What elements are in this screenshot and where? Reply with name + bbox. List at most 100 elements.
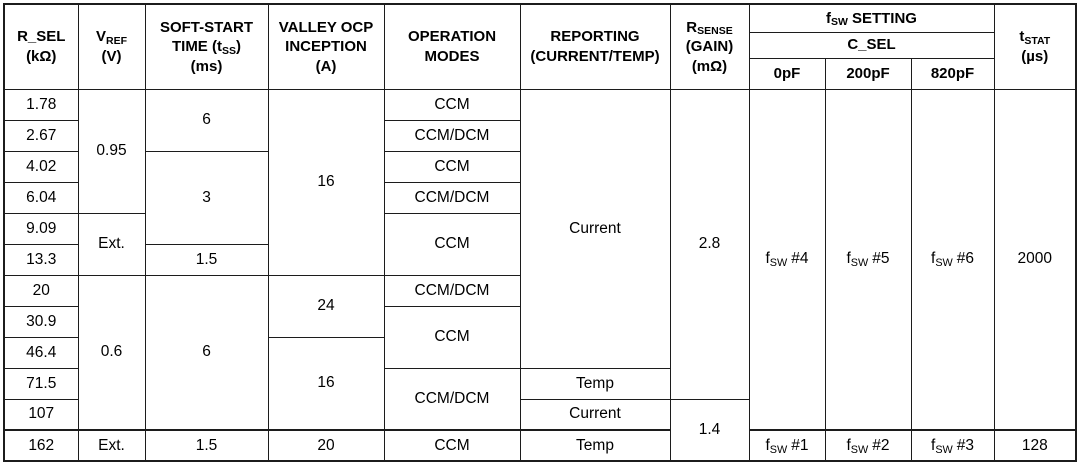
symbol-subscript: SW xyxy=(769,257,788,270)
col-header-t-stat: tSTAT (µs) xyxy=(993,3,1077,90)
cell-op-mode: CCM/DCM xyxy=(383,181,521,214)
col-header-cap-0pf: 0pF xyxy=(748,57,826,90)
table-row: 9.09 Ext. CCM xyxy=(3,212,1076,276)
cell-soft-start: 1.5 xyxy=(144,243,269,276)
symbol-base: f xyxy=(765,250,770,268)
cell-v-ref: 0.95 xyxy=(77,88,146,214)
cell-op-mode: CCM xyxy=(383,150,521,183)
col-header-fsw-setting: fSW SETTING xyxy=(748,3,995,33)
cell-r-sense: 2.8 xyxy=(669,88,750,400)
symbol-base: R xyxy=(686,18,698,36)
symbol-subscript: REF xyxy=(106,35,127,48)
col-header-reporting: REPORTING (CURRENT/TEMP) xyxy=(519,3,671,90)
symbol-subscript: SW xyxy=(935,443,953,456)
header-line: tSTAT xyxy=(997,27,1074,47)
cell-op-mode: CCM xyxy=(383,212,521,276)
cell-fsw-200pf: fSW #2 xyxy=(824,429,912,462)
cell-op-mode: CCM xyxy=(383,429,521,462)
cell-r-sel: 2.67 xyxy=(3,119,79,152)
symbol-subscript: SW xyxy=(769,443,788,456)
cell-r-sel: 9.09 xyxy=(3,212,79,245)
header-line: MODES xyxy=(424,47,480,65)
table-row: 6.04 CCM/DCM xyxy=(3,181,1076,214)
cell-valley-ocp: 24 xyxy=(267,274,385,338)
cell-fsw-820pf: fSW #6 xyxy=(910,88,995,431)
col-header-cap-820pf: 820pF xyxy=(910,57,995,90)
cell-op-mode: CCM/DCM xyxy=(383,119,521,152)
cell-op-mode: CCM xyxy=(383,88,521,121)
col-header-operation-modes: OPERATION MODES xyxy=(383,3,521,90)
cell-t-stat: 128 xyxy=(993,429,1077,462)
col-header-v-ref: VREF (V) xyxy=(77,3,146,90)
cell-v-ref: Ext. xyxy=(77,429,146,462)
symbol-subscript: STAT xyxy=(1024,35,1051,48)
table-row: 2.67 CCM/DCM xyxy=(3,119,1076,152)
header-line: SOFT-START xyxy=(159,18,254,36)
header-line: VREF xyxy=(81,27,143,47)
header-line: OPERATION xyxy=(407,28,497,46)
cell-valley-ocp: 16 xyxy=(267,88,385,276)
symbol-subscript: SS xyxy=(221,44,236,57)
header-line: (CURRENT/TEMP) xyxy=(530,47,660,65)
table-row: 4.02 3 CCM xyxy=(3,150,1076,245)
fsw-number: #5 xyxy=(872,250,890,268)
symbol-base: f xyxy=(765,436,770,454)
cell-r-sel: 1.78 xyxy=(3,88,79,121)
cell-soft-start: 1.5 xyxy=(144,429,269,462)
symbol-base: f xyxy=(846,436,851,454)
cell-fsw-0pf: fSW #4 xyxy=(748,88,826,431)
table-row: 71.5 CCM/DCM Temp xyxy=(3,367,1076,431)
cell-op-mode: CCM/DCM xyxy=(383,274,521,307)
table-row: 46.4 16 xyxy=(3,336,1076,431)
fsw-number: #3 xyxy=(956,436,975,454)
cell-r-sel: 162 xyxy=(3,429,79,462)
header-line: (A) xyxy=(315,57,337,75)
configuration-table: R_SEL (kΩ) VREF (V) SOFT-START TIME (tSS… xyxy=(3,3,1078,462)
symbol-base: f xyxy=(931,436,936,454)
header-line: TIME (tSS) xyxy=(148,37,266,57)
cell-reporting: Current xyxy=(519,398,671,431)
col-header-soft-start: SOFT-START TIME (tSS) (ms) xyxy=(144,3,269,90)
header-line: REPORTING xyxy=(550,28,640,46)
col-header-r-sel: R_SEL (kΩ) xyxy=(3,3,79,90)
cell-soft-start: 3 xyxy=(144,150,269,245)
symbol-subscript: SW xyxy=(935,257,953,270)
table-row: 30.9 CCM xyxy=(3,305,1076,369)
cell-valley-ocp: 16 xyxy=(267,336,385,431)
header-line: VALLEY OCP xyxy=(278,18,374,36)
header-line: INCEPTION xyxy=(285,38,367,55)
header-line: (µs) xyxy=(1021,47,1049,65)
cell-reporting: Temp xyxy=(519,367,671,400)
cell-r-sel: 30.9 xyxy=(3,305,79,338)
cell-r-sel: 46.4 xyxy=(3,336,79,369)
cell-soft-start: 6 xyxy=(144,274,269,431)
symbol-base: t xyxy=(1019,28,1025,46)
cell-soft-start: 6 xyxy=(144,88,269,152)
header-line: (GAIN) xyxy=(685,38,734,55)
table-row: 107 Current 1.4 xyxy=(3,398,1076,462)
symbol-subscript: SENSE xyxy=(697,25,733,38)
table-header: R_SEL (kΩ) VREF (V) SOFT-START TIME (tSS… xyxy=(3,3,1077,90)
symbol-base: f xyxy=(826,9,832,27)
fsw-number: #6 xyxy=(956,250,975,268)
symbol-subscript: SW xyxy=(831,16,848,29)
table-row: 162 Ext. 1.5 20 CCM Temp fSW #1 fSW #2 fSW… xyxy=(3,429,1077,462)
cell-v-ref: 0.6 xyxy=(77,274,146,431)
symbol-base: TIME (t xyxy=(171,38,222,55)
fsw-number: #2 xyxy=(872,436,890,454)
header-text: SETTING xyxy=(851,9,917,27)
cell-reporting: Temp xyxy=(519,429,671,462)
cell-fsw-200pf: fSW #5 xyxy=(824,88,912,431)
symbol-subscript: SW xyxy=(850,257,869,270)
symbol-close: ) xyxy=(236,38,241,55)
fsw-number: #4 xyxy=(791,250,809,268)
cell-r-sel: 6.04 xyxy=(3,181,79,214)
cell-r-sel: 71.5 xyxy=(3,367,79,400)
table-row: 1.78 0.95 6 16 CCM Current 2.8 fSW #4 fSW… xyxy=(3,88,1077,431)
cell-fsw-820pf: fSW #3 xyxy=(910,429,995,462)
cell-r-sel: 107 xyxy=(3,398,79,431)
cell-r-sel: 20 xyxy=(3,274,79,307)
fsw-number: #1 xyxy=(791,436,809,454)
table-body: 1.78 0.95 6 16 CCM Current 2.8 fSW #4 fSW… xyxy=(3,88,1077,462)
